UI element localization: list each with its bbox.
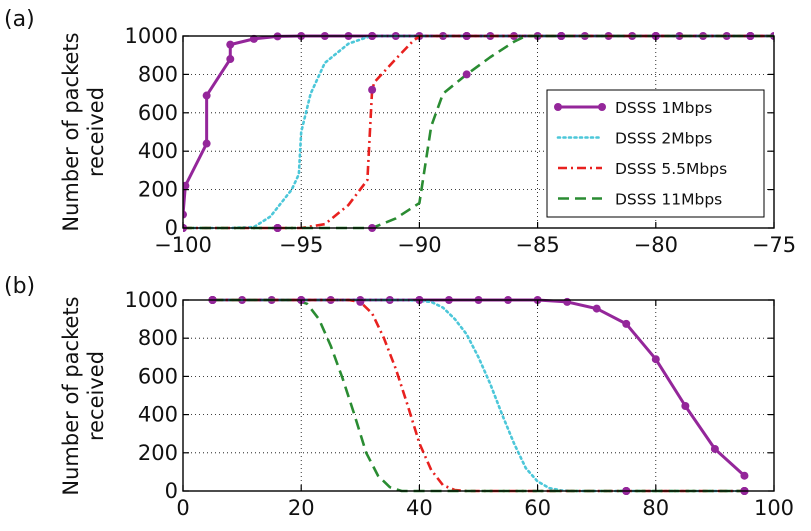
y-tick-label: 200 bbox=[138, 441, 178, 465]
data-point bbox=[592, 304, 601, 313]
legend-marker bbox=[598, 103, 606, 111]
data-point bbox=[202, 91, 211, 100]
x-tick-label: −90 bbox=[397, 233, 441, 257]
y-axis-label: received bbox=[84, 87, 108, 177]
legend-entry-label: DSSS 2Mbps bbox=[615, 130, 712, 148]
x-tick-label: 0 bbox=[176, 496, 189, 520]
y-tick-label: 1000 bbox=[125, 24, 178, 48]
x-tick-label: 60 bbox=[524, 496, 551, 520]
panel-b: (b) Number of packets received 0 20 40 60 80 100… bbox=[4, 274, 794, 520]
y-tick-label: 0 bbox=[165, 479, 178, 503]
x-tick-label: 40 bbox=[406, 496, 433, 520]
x-tick-label: −95 bbox=[279, 233, 323, 257]
panel-label: (b) bbox=[4, 274, 35, 299]
data-point bbox=[356, 297, 365, 306]
data-point bbox=[183, 181, 190, 190]
data-point bbox=[226, 40, 235, 49]
y-tick-label: 800 bbox=[138, 326, 178, 350]
panel-label: (a) bbox=[4, 7, 35, 32]
y-tick-label: 0 bbox=[165, 216, 178, 240]
data-point bbox=[622, 319, 631, 328]
data-point bbox=[563, 297, 572, 306]
x-tick-label: −80 bbox=[634, 233, 678, 257]
data-point bbox=[462, 70, 471, 79]
y-axis-label: Number of packets bbox=[59, 296, 83, 495]
legend-box bbox=[546, 89, 765, 218]
y-axis-label: received bbox=[84, 351, 108, 441]
legend-marker bbox=[554, 103, 562, 111]
data-point bbox=[368, 85, 377, 94]
x-tick-label: −85 bbox=[515, 233, 559, 257]
series-line-dsss-5-5mbps bbox=[183, 34, 774, 230]
series-line-dsss-5-5mbps bbox=[212, 298, 745, 493]
series-line-dsss-1mbps bbox=[212, 298, 746, 477]
legend: DSSS 1Mbps DSSS 2Mbps DSSS 5.5Mbps DSSS 11M… bbox=[546, 89, 765, 218]
data-point bbox=[651, 355, 660, 364]
legend-entry-label: DSSS 11Mbps bbox=[615, 191, 722, 209]
y-tick-label: 600 bbox=[138, 101, 178, 125]
series-line-dsss-11mbps bbox=[212, 298, 745, 493]
x-tick-label: 100 bbox=[754, 496, 794, 520]
data-point bbox=[226, 55, 235, 64]
data-point bbox=[740, 471, 749, 480]
series-line-dsss-2mbps bbox=[211, 298, 746, 493]
x-tick-label: −100 bbox=[154, 233, 212, 257]
x-tick-label: −75 bbox=[752, 233, 796, 257]
data-point bbox=[710, 444, 719, 453]
x-tick-label: 80 bbox=[642, 496, 669, 520]
y-tick-label: 800 bbox=[138, 62, 178, 86]
y-tick-label: 600 bbox=[138, 364, 178, 388]
y-tick-label: 400 bbox=[138, 403, 178, 427]
data-point bbox=[183, 210, 187, 219]
y-axis-label: Number of packets bbox=[59, 32, 83, 231]
data-point bbox=[681, 402, 690, 411]
legend-entry-label: DSSS 1Mbps bbox=[615, 99, 712, 117]
panel-a: (a) Number of packets received −100 −95 −90 −8… bbox=[4, 7, 796, 257]
data-point bbox=[249, 34, 258, 43]
y-tick-label: 1000 bbox=[125, 288, 178, 312]
series-line-dsss-2mbps bbox=[183, 34, 774, 230]
plot-frame bbox=[182, 35, 775, 229]
data-point bbox=[202, 139, 211, 148]
legend-entry-label: DSSS 5.5Mbps bbox=[615, 160, 727, 178]
grid bbox=[182, 299, 775, 492]
plot-frame bbox=[182, 299, 775, 492]
y-tick-label: 400 bbox=[138, 139, 178, 163]
y-tick-label: 200 bbox=[138, 178, 178, 202]
x-tick-label: 20 bbox=[288, 496, 315, 520]
series-group bbox=[208, 296, 749, 495]
